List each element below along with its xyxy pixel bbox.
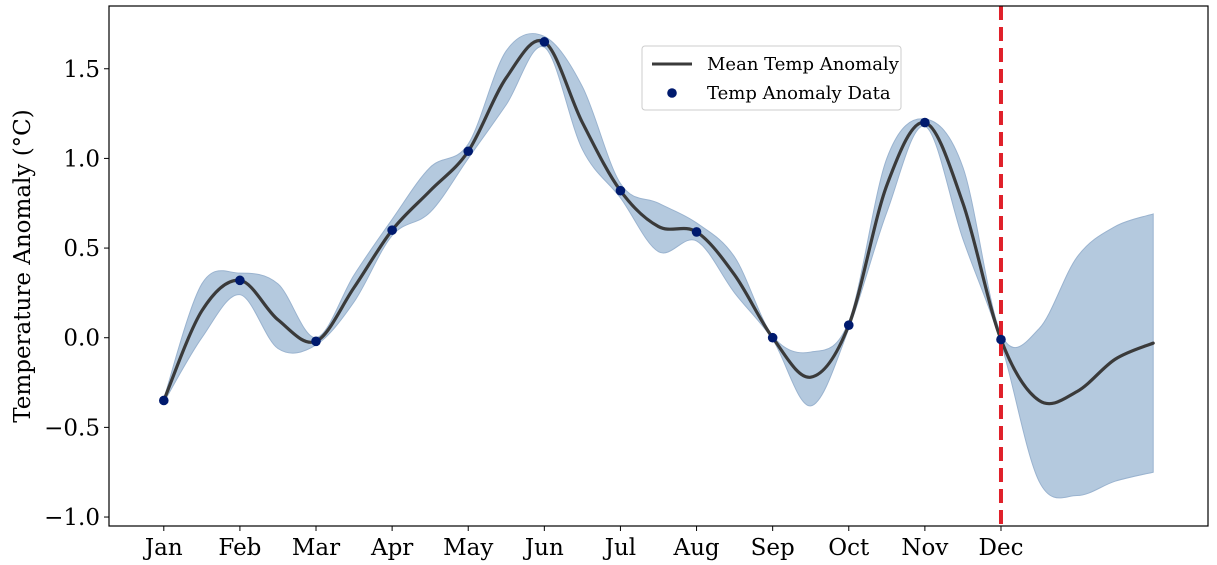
data-point xyxy=(387,225,397,235)
x-tick-label: Nov xyxy=(901,535,948,561)
x-tick-label: Sep xyxy=(751,535,795,561)
x-tick-label: May xyxy=(443,535,493,561)
x-tick-label: Apr xyxy=(370,535,413,561)
legend-data-point-swatch xyxy=(667,88,677,98)
x-tick-label: Oct xyxy=(828,535,870,561)
y-tick-label: 1.0 xyxy=(63,146,100,172)
x-tick-label: Jan xyxy=(143,535,183,561)
y-tick-label: 0.5 xyxy=(63,236,100,262)
legend-data-label: Temp Anomaly Data xyxy=(707,83,891,104)
legend: Mean Temp Anomaly Temp Anomaly Data xyxy=(641,45,902,111)
y-axis-label: Temperature Anomaly (°C) xyxy=(10,109,36,423)
data-point xyxy=(235,275,245,286)
y-tick-label: 0.0 xyxy=(63,326,100,352)
mean-temp-anomaly-line xyxy=(162,38,1155,406)
data-point xyxy=(691,227,702,237)
confidence-band xyxy=(163,33,1154,499)
y-ticks: −1.0 −0.5 0.0 0.5 1.0 1.5 xyxy=(44,57,109,531)
x-tick-label: Jun xyxy=(523,535,564,561)
data-point xyxy=(843,320,854,330)
x-ticks: Jan Feb Mar Apr May Jun Jul Aug Sep Oct Nov Dec xyxy=(143,526,1024,561)
y-tick-label: −0.5 xyxy=(44,415,100,441)
mean-line-layer xyxy=(162,38,1155,406)
x-tick-label: Dec xyxy=(979,535,1024,561)
data-points-layer xyxy=(158,37,1006,406)
confidence-band-layer xyxy=(163,33,1154,499)
legend-box xyxy=(641,45,902,111)
x-tick-label: Mar xyxy=(292,535,340,561)
data-point xyxy=(539,37,550,47)
data-point xyxy=(920,117,930,128)
data-point xyxy=(158,395,169,406)
plot-frame xyxy=(108,5,1209,527)
x-tick-label: Jul xyxy=(603,535,636,561)
x-tick-label: Aug xyxy=(672,535,719,561)
data-point xyxy=(996,334,1006,345)
data-point xyxy=(311,336,321,347)
data-point xyxy=(767,332,778,343)
data-point xyxy=(463,146,474,157)
legend-mean-label: Mean Temp Anomaly xyxy=(707,54,900,75)
data-point xyxy=(615,185,626,196)
x-tick-label: Feb xyxy=(218,535,261,561)
y-tick-label: −1.0 xyxy=(44,505,100,531)
y-tick-label: 1.5 xyxy=(63,57,100,83)
